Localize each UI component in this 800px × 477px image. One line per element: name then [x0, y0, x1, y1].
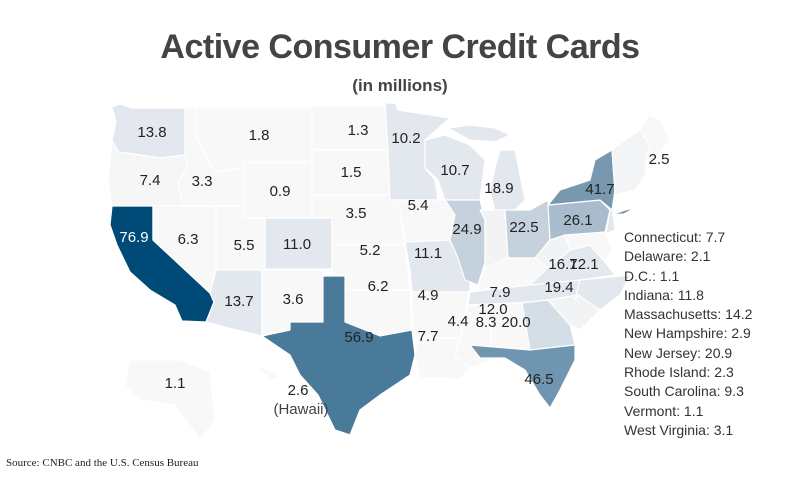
label-ga: 20.0 — [501, 314, 530, 331]
label-wa: 13.8 — [137, 124, 166, 141]
label-hi: 2.6 — [288, 382, 309, 399]
label-mi: 18.9 — [484, 180, 513, 197]
label-wi: 10.7 — [440, 162, 469, 179]
legend-item-west-virginia: West Virginia: 3.1 — [624, 421, 734, 438]
label-la: 7.7 — [418, 328, 439, 345]
state-hawaii — [254, 364, 281, 381]
legend-item-connecticut: Connecticut: 7.7 — [624, 229, 726, 245]
legend-item-dc: D.C.: 1.1 — [624, 267, 680, 284]
legend-item-vermont: Vermont: 1.1 — [624, 402, 704, 419]
state-maine — [639, 114, 671, 166]
label-id: 3.3 — [192, 173, 213, 190]
legend-item-massachusetts: Massachusetts: 14.2 — [624, 306, 753, 323]
label-ks: 5.2 — [360, 242, 381, 259]
label-wy: 0.9 — [270, 183, 291, 200]
label-ky: 7.9 — [490, 284, 511, 301]
label-ms: 4.4 — [448, 313, 469, 330]
label-nd: 1.3 — [348, 122, 369, 139]
state-new-york — [547, 149, 616, 211]
label-tn: 12.0 — [478, 301, 507, 318]
chart-title: Active Consumer Credit Cards — [160, 28, 640, 66]
state-long-island — [611, 207, 636, 216]
small-states-legend: Connecticut: 7.7 Delaware: 2.1 D.C.: 1.1… — [624, 228, 752, 440]
label-ny: 41.7 — [585, 181, 614, 198]
label-il: 24.9 — [452, 221, 481, 238]
label-ut: 5.5 — [234, 237, 255, 254]
legend-item-south-carolina: South Carolina: 9.3 — [624, 383, 744, 400]
label-mt: 1.8 — [249, 127, 270, 144]
state-south-carolina — [547, 294, 601, 331]
label-pa: 26.1 — [563, 212, 592, 229]
label-ar: 4.9 — [418, 287, 439, 304]
state-new-england — [611, 129, 651, 196]
state-texas — [261, 275, 416, 436]
legend-item-indiana: Indiana: 11.8 — [624, 286, 704, 303]
label-tx: 56.9 — [344, 329, 373, 346]
label-al: 8.3 — [476, 314, 497, 331]
legend-item-new-jersey: New Jersey: 20.9 — [624, 344, 733, 361]
label-nc: 19.4 — [544, 279, 573, 296]
label-mn: 10.2 — [391, 130, 420, 147]
label-oh: 22.5 — [509, 219, 538, 236]
label-or: 7.4 — [140, 172, 161, 189]
label-hi-name: (Hawaii) — [273, 401, 328, 418]
label-md: 12.1 — [569, 256, 598, 273]
label-me: 2.5 — [649, 151, 670, 168]
state-alaska — [124, 359, 216, 441]
label-sd: 1.5 — [341, 164, 362, 181]
legend-item-delaware: Delaware: 2.1 — [624, 248, 711, 265]
label-fl: 46.5 — [524, 371, 553, 388]
legend-item-new-hampshire: New Hampshire: 2.9 — [624, 325, 751, 342]
state-georgia — [521, 299, 576, 351]
legend-item-rhode-island: Rhode Island: 2.3 — [624, 364, 734, 381]
label-mo: 11.1 — [414, 245, 442, 262]
label-co: 11.0 — [283, 236, 311, 253]
label-az: 13.7 — [224, 293, 253, 310]
source-note: Source: CNBC and the U.S. Census Bureau — [6, 457, 199, 469]
chart-subtitle: (in millions) — [352, 76, 448, 95]
label-nv: 6.3 — [178, 231, 199, 248]
label-ne: 3.5 — [346, 205, 367, 222]
label-ca: 76.9 — [119, 229, 148, 246]
label-ak: 1.1 — [165, 375, 186, 392]
state-florida — [469, 344, 576, 409]
label-ok: 6.2 — [368, 278, 389, 295]
state-michigan-up — [447, 124, 511, 143]
label-nm: 3.6 — [283, 291, 304, 308]
label-ia: 5.4 — [408, 197, 429, 214]
label-va-shown: 16.7 — [548, 256, 577, 273]
